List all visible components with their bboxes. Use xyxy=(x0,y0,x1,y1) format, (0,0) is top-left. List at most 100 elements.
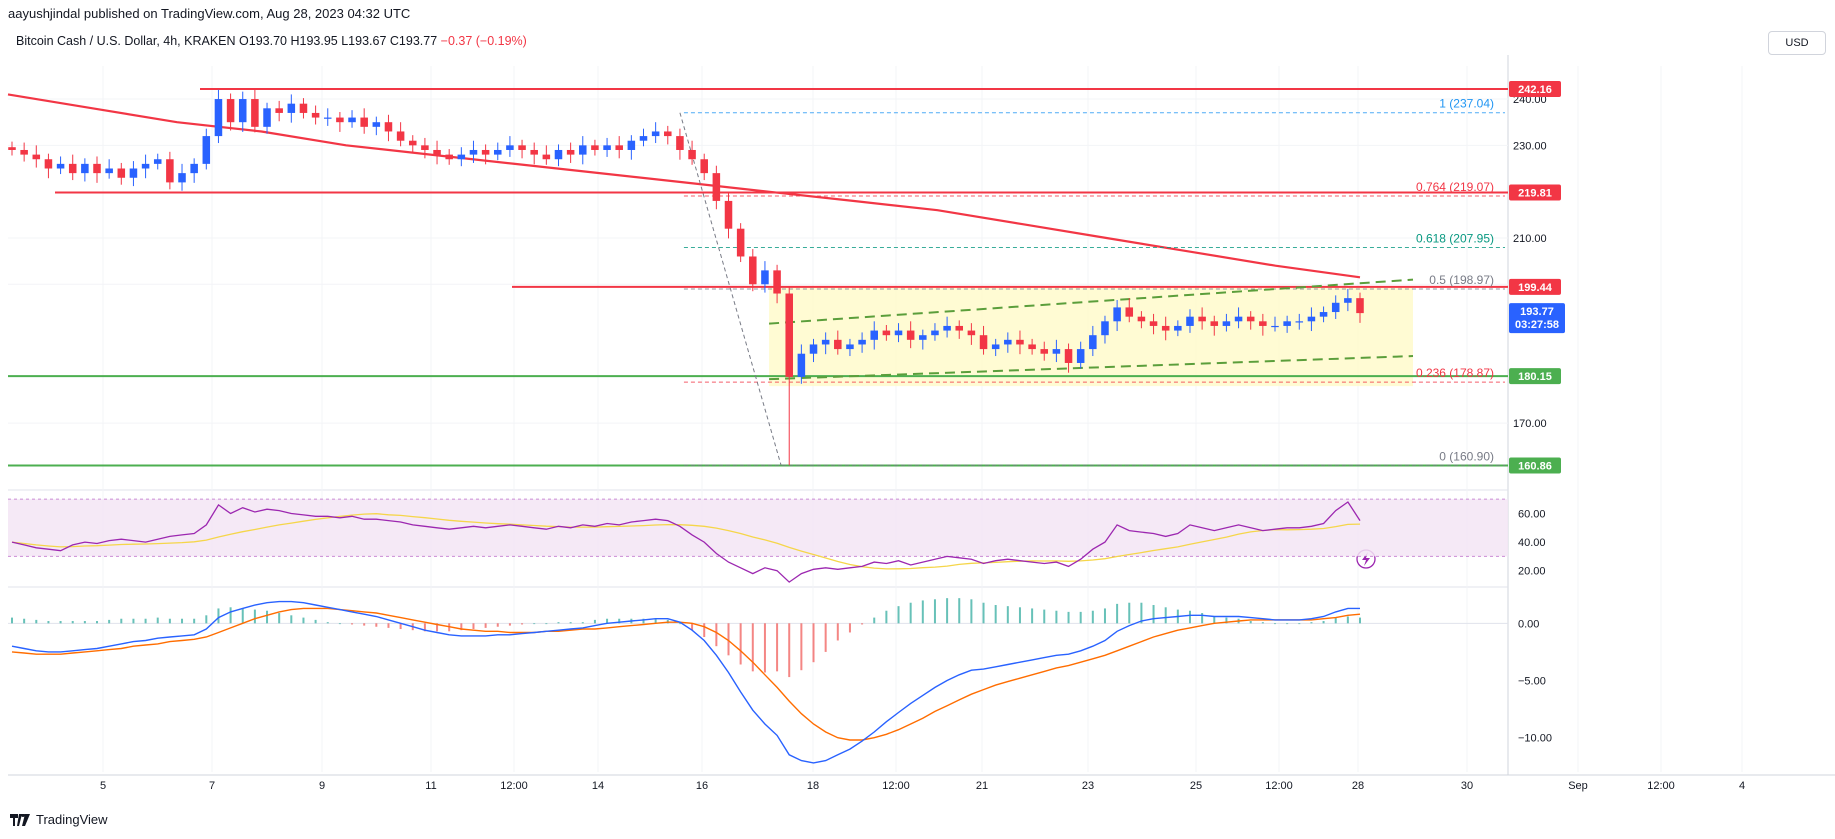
macd-histogram-bar xyxy=(132,618,135,624)
macd-histogram-bar xyxy=(618,618,621,624)
candle-body xyxy=(712,173,721,201)
moving-average-line xyxy=(7,93,1361,279)
x-tick-label: 21 xyxy=(976,780,988,792)
candle-body xyxy=(348,117,356,123)
macd-histogram-bar xyxy=(946,598,949,624)
macd-histogram-bar xyxy=(897,606,900,624)
macd-histogram-bar xyxy=(399,623,402,630)
candle-body xyxy=(749,256,757,285)
candle-body xyxy=(214,99,223,137)
fib-level-label: 0.764 (219.07) xyxy=(1416,180,1494,194)
high-value: H193.95 xyxy=(290,34,338,48)
macd-histogram-bar xyxy=(1140,602,1143,624)
candle-body xyxy=(336,117,344,123)
candle-body xyxy=(1161,325,1170,331)
candle-body xyxy=(894,330,903,336)
rsi-tick-label: 40.00 xyxy=(1518,537,1546,549)
candle-body xyxy=(676,136,684,150)
candle-body xyxy=(566,149,575,155)
macd-histogram-bar xyxy=(96,621,99,624)
fib-trend-line xyxy=(679,112,782,466)
macd-histogram-bar xyxy=(241,608,244,624)
last-price-tag xyxy=(1509,303,1565,334)
price-tag-label: 160.86 xyxy=(1518,460,1552,472)
candle-body xyxy=(724,200,733,229)
candle-body xyxy=(1174,325,1182,331)
macd-histogram-bar xyxy=(788,623,791,678)
macd-histogram-bar xyxy=(193,618,196,624)
macd-tick-label: −10.00 xyxy=(1518,733,1552,745)
candle-body xyxy=(700,159,708,174)
candle-body xyxy=(906,330,915,340)
macd-histogram-bar xyxy=(533,623,536,625)
macd-histogram-bar xyxy=(848,623,851,633)
macd-histogram-bar xyxy=(266,610,269,624)
publisher-line: aayushjindal published on TradingView.co… xyxy=(8,6,411,21)
price-tag xyxy=(1509,278,1561,295)
candle-body xyxy=(1064,349,1073,363)
candle-body xyxy=(153,159,162,164)
close-value: C193.77 xyxy=(389,34,438,48)
macd-histogram-bar xyxy=(873,617,876,624)
macd-histogram-bar xyxy=(982,602,985,624)
candle-body xyxy=(287,103,296,113)
macd-histogram-bar xyxy=(1249,621,1252,624)
candle-body xyxy=(1040,349,1049,354)
candle-body xyxy=(639,136,648,141)
macd-histogram-bar xyxy=(1006,606,1009,624)
macd-histogram-bar xyxy=(35,619,38,624)
x-tick-label: 11 xyxy=(425,780,436,792)
candle-body xyxy=(834,339,842,350)
candle-body xyxy=(1283,321,1291,326)
macd-histogram-bar xyxy=(1128,602,1131,624)
candle-body xyxy=(1186,316,1194,326)
macd-histogram-bar xyxy=(1152,605,1155,624)
macd-histogram-bar xyxy=(144,618,147,624)
candle-body xyxy=(1246,316,1255,322)
candle-body xyxy=(238,99,247,123)
macd-histogram-bar xyxy=(824,623,827,652)
macd-histogram-bar xyxy=(59,621,62,624)
currency-button[interactable]: USD xyxy=(1768,31,1826,55)
macd-histogram-bar xyxy=(496,623,499,627)
candle-body xyxy=(251,99,259,127)
candle-body xyxy=(579,145,587,155)
macd-histogram-bar xyxy=(776,623,779,672)
candle-body xyxy=(506,145,514,150)
price-tag-label: 199.44 xyxy=(1518,282,1553,294)
macd-histogram-bar xyxy=(800,623,803,671)
macd-histogram-bar xyxy=(654,618,657,624)
macd-histogram-bar xyxy=(1091,610,1094,624)
macd-histogram-bar xyxy=(1359,617,1361,624)
candle-body xyxy=(736,228,745,257)
candle-body xyxy=(773,270,781,294)
macd-histogram-bar xyxy=(108,619,111,624)
candle-body xyxy=(615,145,623,150)
candle-body xyxy=(1210,321,1219,326)
candle-body xyxy=(323,117,332,119)
macd-histogram-bar xyxy=(812,623,815,663)
macd-histogram-bar xyxy=(1298,623,1301,625)
macd-histogram-bar xyxy=(326,622,329,624)
macd-histogram-bar xyxy=(715,623,718,647)
candle-body xyxy=(1319,312,1328,317)
rsi-tick-label: 20.00 xyxy=(1518,566,1546,578)
macd-histogram-bar xyxy=(168,618,171,624)
open-value: O193.70 xyxy=(239,34,287,48)
footer-brand[interactable]: TradingView xyxy=(10,812,108,827)
lightning-icon-bolt xyxy=(1362,552,1370,566)
candle-body xyxy=(651,131,660,137)
candle-body xyxy=(991,344,1000,350)
macd-histogram-bar xyxy=(1286,623,1289,625)
x-tick-label: 7 xyxy=(209,780,215,792)
macd-histogram-bar xyxy=(958,598,961,624)
macd-histogram-bar xyxy=(1346,616,1349,624)
macd-histogram-bar xyxy=(703,623,706,638)
y-tick-label: 240.00 xyxy=(1513,94,1547,106)
fib-level-label: 0 (160.90) xyxy=(1439,449,1494,463)
macd-histogram-bar xyxy=(387,623,390,628)
candle-body xyxy=(408,140,417,146)
macd-histogram-bar xyxy=(1261,622,1264,624)
candle-body xyxy=(1307,316,1316,322)
